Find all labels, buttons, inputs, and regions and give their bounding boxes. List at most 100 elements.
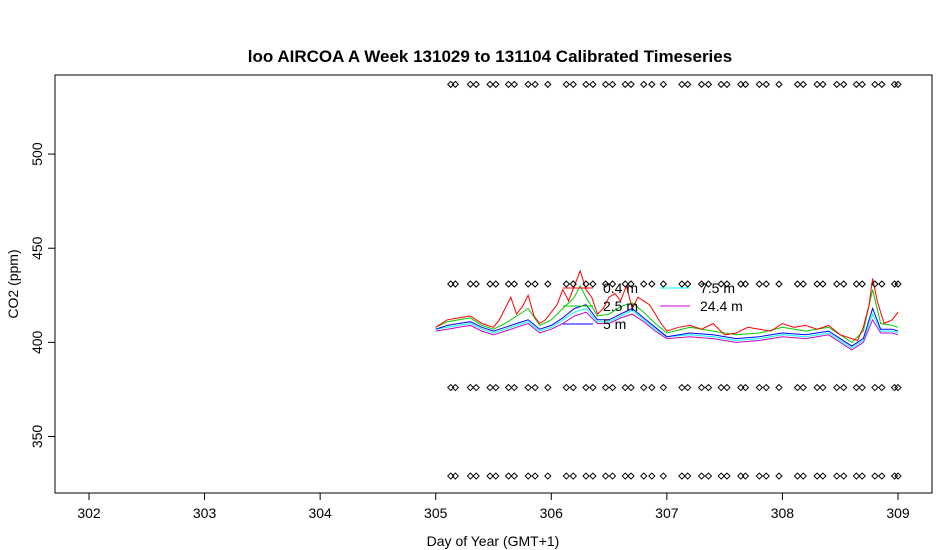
flag-marker xyxy=(466,80,475,89)
flag-marker xyxy=(582,383,590,392)
flag-marker xyxy=(858,383,866,392)
x-tick-label: 307 xyxy=(655,505,679,521)
flag-marker xyxy=(799,280,807,288)
flag-marker xyxy=(793,80,802,89)
flag-marker xyxy=(683,80,692,89)
legend-label: 0.4 m xyxy=(603,280,638,296)
series-line-2-5-m xyxy=(435,284,899,344)
flag-marker xyxy=(813,383,821,392)
flag-marker xyxy=(799,472,807,480)
flag-marker xyxy=(819,280,827,288)
flag-marker xyxy=(504,280,513,288)
flag-marker xyxy=(697,472,706,480)
flag-marker xyxy=(608,472,617,480)
flag-marker xyxy=(608,280,617,288)
flag-marker xyxy=(813,280,821,288)
flag-marker xyxy=(741,80,750,89)
flag-marker xyxy=(544,280,552,288)
flag-marker xyxy=(894,80,902,89)
flag-marker xyxy=(775,80,783,89)
flag-marker xyxy=(723,383,731,392)
flag-marker xyxy=(858,472,866,480)
flag-marker xyxy=(648,80,656,89)
y-tick-label: 350 xyxy=(29,425,45,449)
flag-marker xyxy=(878,472,886,480)
flag-marker xyxy=(871,472,879,480)
flag-marker xyxy=(839,80,848,89)
flag-marker xyxy=(839,383,848,392)
flag-marker xyxy=(755,280,764,288)
flag-marker xyxy=(510,472,519,480)
flag-marker xyxy=(813,80,821,89)
flag-marker xyxy=(723,472,731,480)
flag-marker xyxy=(562,383,571,392)
flag-marker xyxy=(601,80,610,89)
flag-marker xyxy=(589,280,597,288)
flag-marker xyxy=(813,472,821,480)
flag-marker xyxy=(833,80,841,89)
flag-marker xyxy=(704,383,713,392)
x-axis-label: Day of Year (GMT+1) xyxy=(427,533,560,549)
flag-marker xyxy=(678,280,686,288)
flag-marker xyxy=(648,472,656,480)
flag-marker xyxy=(659,383,668,392)
flag-marker xyxy=(678,472,686,480)
flag-marker xyxy=(858,80,866,89)
flag-marker xyxy=(492,280,500,288)
y-axis: 350 400 450 500 xyxy=(29,142,56,449)
flag-marker xyxy=(601,280,610,288)
flag-marker xyxy=(582,80,590,89)
flag-marker xyxy=(659,80,668,89)
flag-marker xyxy=(741,280,750,288)
flag-marker xyxy=(683,472,692,480)
flag-marker xyxy=(894,472,902,480)
flag-marker xyxy=(717,472,725,480)
flag-marker xyxy=(640,472,648,480)
flag-marker xyxy=(717,280,725,288)
flag-marker xyxy=(678,383,686,392)
flag-marker xyxy=(799,80,807,89)
flag-marker xyxy=(762,280,770,288)
flag-marker xyxy=(504,80,513,89)
flag-marker xyxy=(858,280,866,288)
legend-label: 7.5 m xyxy=(700,280,735,296)
flag-marker xyxy=(775,383,783,392)
chart-title: loo AIRCOA A Week 131029 to 131104 Calib… xyxy=(248,47,732,66)
flag-marker xyxy=(793,383,802,392)
flag-marker xyxy=(878,383,886,392)
flag-marker xyxy=(704,80,713,89)
flag-marker xyxy=(524,472,532,480)
flag-marker xyxy=(569,472,577,480)
flag-marker xyxy=(755,80,764,89)
series-line-5-m xyxy=(435,304,899,347)
flag-marker xyxy=(472,80,480,89)
flag-marker xyxy=(762,80,770,89)
flag-marker xyxy=(524,80,532,89)
flag-marker xyxy=(852,383,861,392)
flag-marker xyxy=(627,280,635,288)
y-tick-label: 500 xyxy=(29,142,45,166)
flag-marker xyxy=(621,383,629,392)
flag-marker xyxy=(589,472,597,480)
flag-marker xyxy=(608,383,617,392)
flag-marker xyxy=(640,383,648,392)
flag-marker xyxy=(451,280,460,288)
flag-marker xyxy=(562,472,571,480)
flag-marker xyxy=(466,280,475,288)
flag-marker xyxy=(492,80,500,89)
flag-marker xyxy=(839,472,848,480)
flag-marker xyxy=(510,383,519,392)
flag-marker xyxy=(451,383,460,392)
flag-marker xyxy=(569,80,577,89)
series-line-24-4-m xyxy=(435,311,899,351)
flag-marker xyxy=(852,472,861,480)
flag-marker xyxy=(627,472,635,480)
flag-marker xyxy=(678,80,686,89)
flag-marker xyxy=(648,383,656,392)
flag-marker xyxy=(755,383,764,392)
flag-marker xyxy=(878,80,886,89)
flag-marker xyxy=(741,472,750,480)
flag-marker xyxy=(833,280,841,288)
flag-marker xyxy=(510,80,519,89)
flag-marker xyxy=(717,80,725,89)
